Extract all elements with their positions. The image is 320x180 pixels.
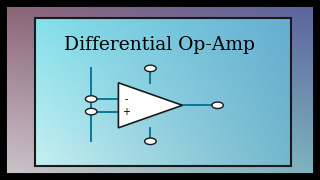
- Polygon shape: [118, 83, 182, 128]
- Circle shape: [212, 102, 223, 109]
- Text: Differential Op-Amp: Differential Op-Amp: [65, 36, 255, 54]
- Text: -: -: [125, 94, 128, 104]
- Circle shape: [145, 65, 156, 72]
- Text: +: +: [123, 107, 131, 117]
- Circle shape: [85, 108, 97, 115]
- Bar: [35, 18, 291, 166]
- Circle shape: [145, 138, 156, 145]
- Circle shape: [85, 96, 97, 102]
